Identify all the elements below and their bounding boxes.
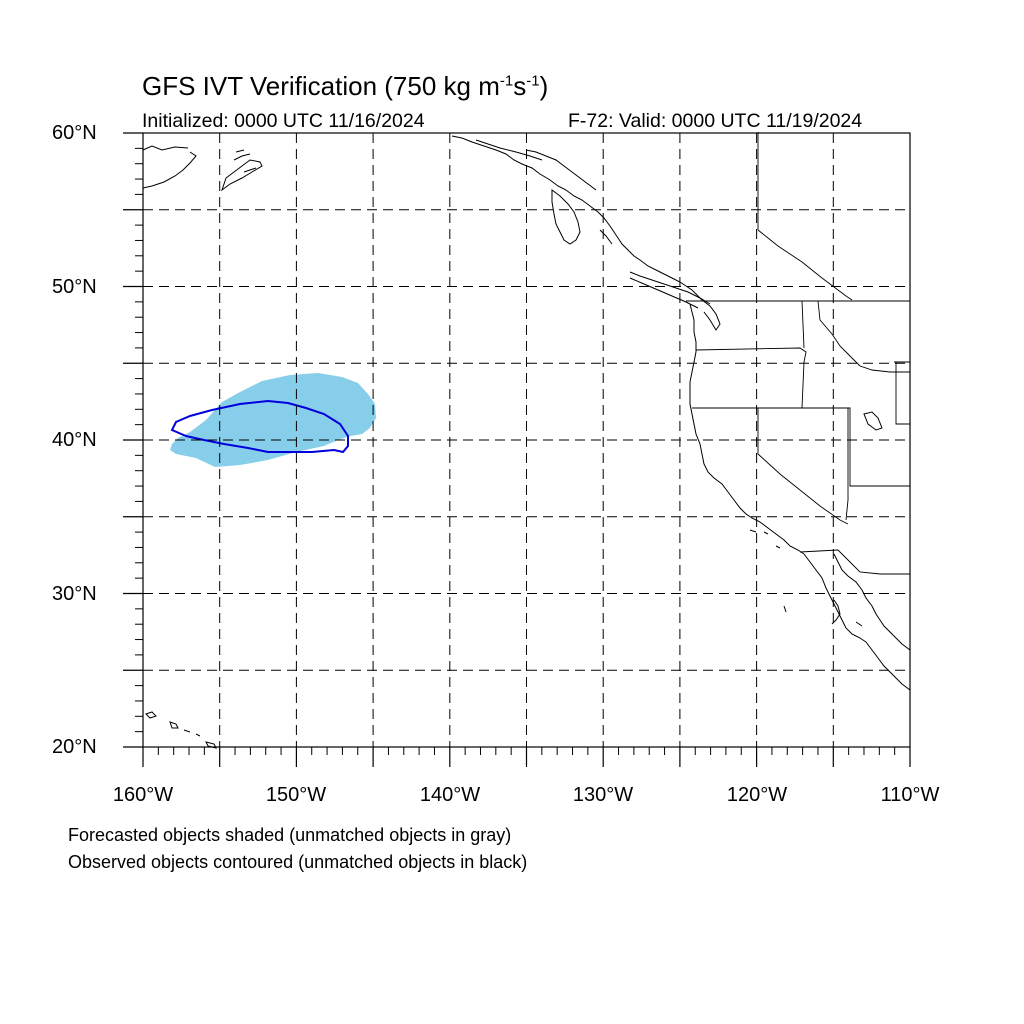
legend-observed-note: Observed objects contoured (unmatched ob… xyxy=(68,852,528,872)
map-title: GFS IVT Verification (750 kg m-1s-1) xyxy=(142,71,549,101)
lat-label-20: 20°N xyxy=(52,736,97,758)
coastlines xyxy=(142,135,911,749)
observed-object-contour xyxy=(170,399,349,454)
lon-label-140w: 140°W xyxy=(419,784,481,806)
lon-label-150w: 150°W xyxy=(265,784,327,806)
lat-label-50: 50°N xyxy=(52,276,97,298)
legend-forecast-note: Forecasted objects shaded (unmatched obj… xyxy=(68,825,512,845)
lat-lon-grid xyxy=(143,133,910,747)
minor-ticks xyxy=(135,147,896,755)
valid-time: F-72: Valid: 0000 UTC 11/19/2024 xyxy=(568,110,863,132)
initialized-time: Initialized: 0000 UTC 11/16/2024 xyxy=(142,110,425,132)
lon-label-120w: 120°W xyxy=(726,784,788,806)
lat-label-60: 60°N xyxy=(52,122,97,144)
major-ticks xyxy=(123,132,911,767)
lon-label-160w: 160°W xyxy=(112,784,174,806)
lon-label-110w: 110°W xyxy=(880,784,940,806)
political-borders xyxy=(686,132,911,575)
lat-label-30: 30°N xyxy=(52,583,97,605)
lat-label-40: 40°N xyxy=(52,429,97,451)
lon-label-130w: 130°W xyxy=(572,784,634,806)
